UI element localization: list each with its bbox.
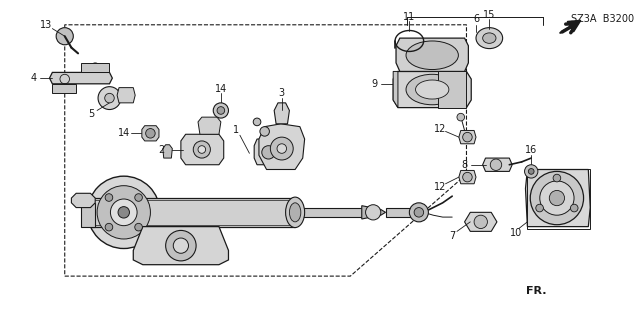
Circle shape [198,146,205,153]
Ellipse shape [483,33,496,43]
Text: 14: 14 [215,84,227,93]
Text: 15: 15 [483,10,495,20]
Text: 12: 12 [434,182,446,192]
Text: 3: 3 [279,88,285,98]
Circle shape [213,103,228,118]
Circle shape [97,186,150,239]
Circle shape [553,174,561,182]
Circle shape [536,204,543,212]
Polygon shape [459,130,476,144]
Text: 16: 16 [525,145,538,155]
Ellipse shape [476,28,502,48]
Text: 4: 4 [30,73,36,83]
Polygon shape [465,212,497,231]
Polygon shape [393,71,398,108]
Circle shape [146,129,155,138]
Circle shape [56,28,74,45]
Circle shape [262,146,275,159]
Ellipse shape [289,203,301,222]
Text: 14: 14 [118,128,130,138]
Text: 8: 8 [461,160,468,170]
Polygon shape [438,71,467,108]
Ellipse shape [415,80,449,99]
Polygon shape [81,63,109,72]
Circle shape [540,181,574,215]
Circle shape [529,168,534,174]
Polygon shape [72,193,95,208]
Polygon shape [295,208,362,217]
Circle shape [105,194,113,201]
Circle shape [490,159,502,170]
Polygon shape [362,206,385,219]
Polygon shape [49,72,113,84]
Polygon shape [483,158,512,171]
Text: 2: 2 [159,145,165,154]
Circle shape [105,93,114,103]
Polygon shape [90,198,295,226]
Circle shape [260,127,269,136]
Circle shape [98,87,121,109]
Polygon shape [117,88,135,103]
Text: 1: 1 [233,124,239,135]
Circle shape [474,215,488,228]
Circle shape [135,194,142,201]
Polygon shape [133,226,228,265]
Text: 12: 12 [434,123,446,134]
Circle shape [135,223,142,231]
Circle shape [549,190,564,206]
Polygon shape [181,134,224,165]
Polygon shape [393,71,471,108]
Circle shape [173,238,189,253]
Text: FR.: FR. [526,286,547,296]
Ellipse shape [406,74,458,105]
Polygon shape [142,126,159,141]
Circle shape [88,176,160,249]
Polygon shape [254,139,284,165]
Circle shape [457,113,465,121]
Circle shape [531,171,584,225]
Circle shape [118,207,129,218]
Circle shape [410,203,428,222]
Text: 9: 9 [371,79,377,89]
Circle shape [166,230,196,261]
Circle shape [365,205,381,220]
Text: 5: 5 [88,109,95,119]
Circle shape [270,137,293,160]
Text: 6: 6 [473,14,479,24]
Polygon shape [198,117,221,134]
Polygon shape [163,145,172,158]
Circle shape [217,107,225,114]
Circle shape [193,141,211,158]
Polygon shape [52,84,76,93]
Polygon shape [525,169,590,226]
Text: SZ3A  B3200: SZ3A B3200 [571,14,634,24]
Polygon shape [81,203,95,226]
Polygon shape [259,124,305,169]
Circle shape [525,165,538,178]
Circle shape [111,199,137,226]
Circle shape [463,132,472,142]
Text: 7: 7 [449,231,455,241]
Circle shape [277,144,287,153]
Circle shape [463,172,472,182]
Text: 11: 11 [403,12,415,22]
Ellipse shape [285,197,305,227]
Polygon shape [274,103,289,124]
Polygon shape [396,38,468,71]
Text: 13: 13 [40,20,52,30]
Polygon shape [385,208,419,217]
Circle shape [414,208,424,217]
Ellipse shape [406,41,458,70]
Circle shape [105,223,113,231]
Circle shape [253,118,261,126]
Bar [527,169,590,228]
Circle shape [570,204,578,212]
Polygon shape [459,170,476,184]
Text: 10: 10 [510,228,522,238]
